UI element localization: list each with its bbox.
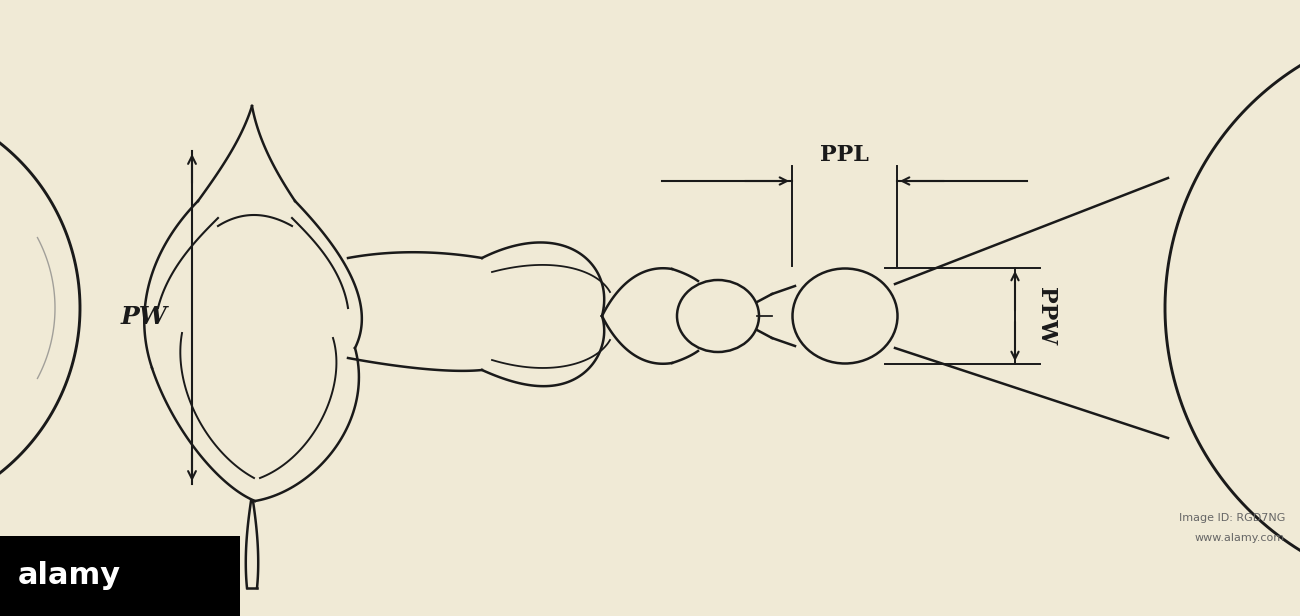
Text: Image ID: RGD7NG: Image ID: RGD7NG <box>1179 513 1284 523</box>
Text: PPW: PPW <box>1035 287 1057 345</box>
Bar <box>0 536 240 616</box>
Text: alamy: alamy <box>18 562 121 591</box>
Text: PW: PW <box>121 306 168 330</box>
Text: www.alamy.com: www.alamy.com <box>1195 533 1284 543</box>
Text: PPL: PPL <box>820 144 868 166</box>
